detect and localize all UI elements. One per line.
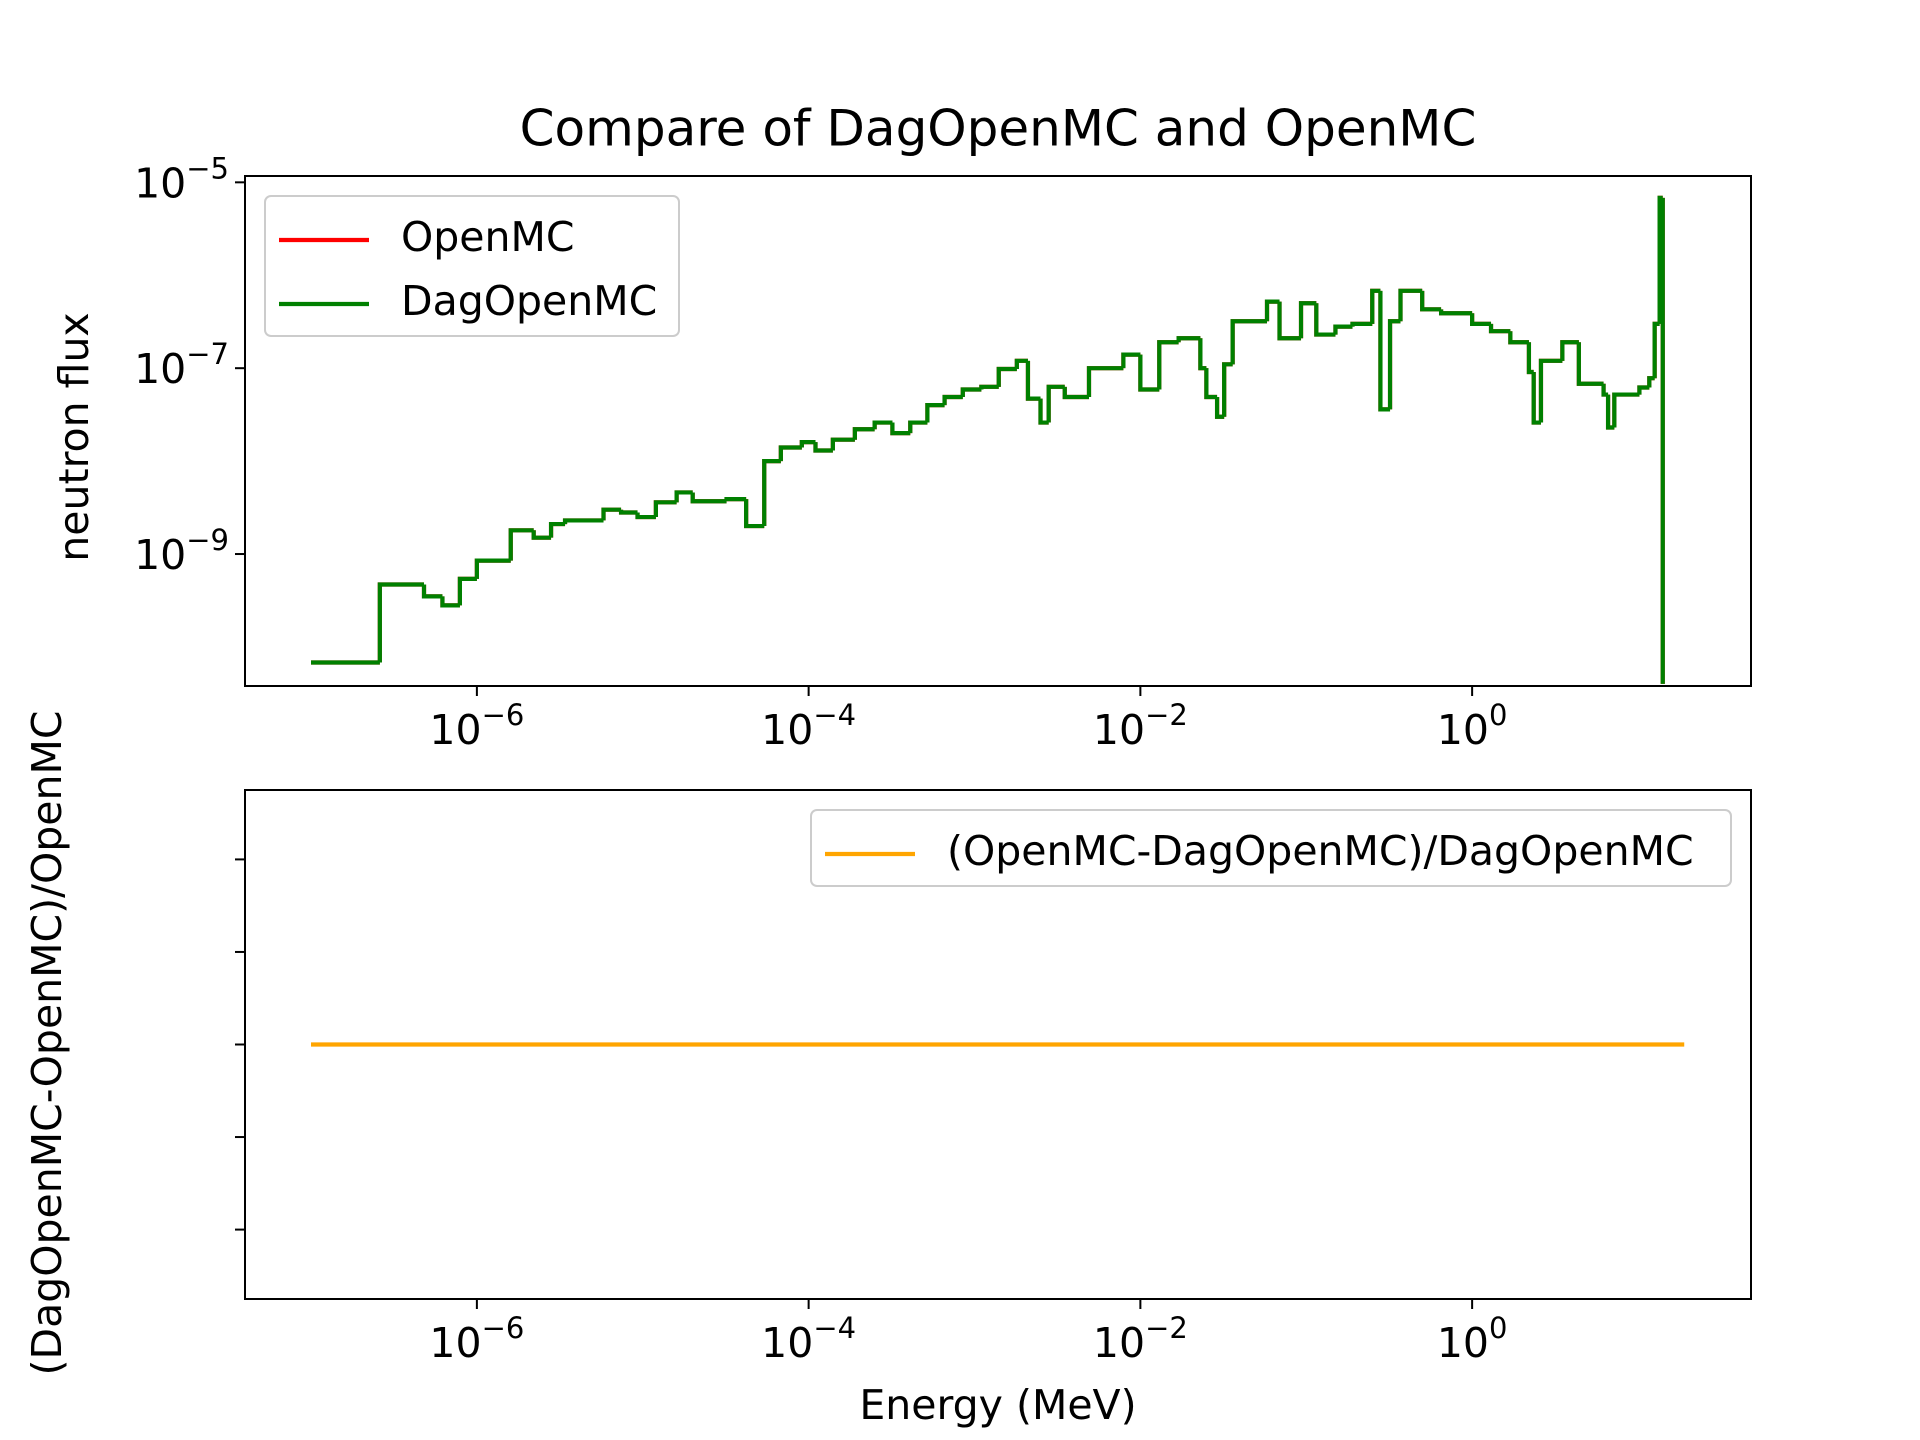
x-tick-label: 10−2 [1093, 1311, 1188, 1367]
x-axis-label: Energy (MeV) [859, 1381, 1136, 1429]
step-segment [1264, 299, 1280, 322]
step-segment [690, 492, 727, 504]
step-segment [1121, 352, 1141, 369]
axes-frame [244, 175, 1752, 687]
step-segment [942, 394, 963, 406]
step-segment [1157, 340, 1179, 390]
step-segment [601, 507, 622, 521]
step-segment [1470, 313, 1492, 326]
step-segment [1612, 392, 1640, 428]
step-segment [1438, 309, 1473, 316]
x-tick-label: 10−2 [1093, 698, 1188, 754]
y-axis-label: (DagOpenMC-OpenMC)/OpenMC [23, 711, 71, 1376]
step-segment [1214, 396, 1225, 419]
step-segment [1333, 324, 1353, 335]
step-segment [1046, 384, 1065, 423]
step-segment [744, 499, 765, 529]
step-segment [1230, 319, 1268, 365]
step-segment [799, 440, 816, 448]
step-segment [1508, 331, 1529, 345]
step-segment [724, 497, 747, 502]
step-segment [635, 512, 656, 520]
step-segment [1370, 288, 1381, 324]
step-segment [1014, 358, 1028, 369]
legend-label: (OpenMC-DagOpenMC)/DagOpenMC [947, 827, 1694, 875]
x-tick-label: 100 [1437, 1311, 1508, 1367]
step-segment [531, 530, 552, 540]
step-segment [618, 509, 638, 515]
step-segment [508, 528, 534, 561]
step-segment [1062, 386, 1089, 400]
step-segment [1601, 383, 1609, 397]
step-segment [440, 596, 460, 608]
step-segment [979, 384, 999, 390]
step-segment [1176, 336, 1201, 343]
legend-box [810, 809, 1732, 887]
step-segment [1652, 321, 1660, 379]
y-tick-label: 10−7 [134, 337, 229, 393]
step-segment [1086, 366, 1124, 397]
step-segment [925, 403, 945, 423]
step-segment [421, 584, 443, 599]
step-segment [1605, 394, 1615, 430]
step-segment [1138, 354, 1160, 392]
step-segment [762, 459, 781, 527]
x-tick-label: 10−6 [429, 1311, 524, 1367]
step-segment [1277, 301, 1302, 341]
plot-area [311, 195, 1665, 684]
step-segment [1531, 371, 1541, 425]
step-segment [908, 420, 928, 434]
step-segment [960, 387, 982, 397]
step-segment [872, 420, 893, 430]
step-segment [1314, 303, 1336, 337]
step-segment [852, 427, 875, 440]
step-segment [830, 437, 855, 451]
y-axis-label: neutron flux [50, 312, 98, 561]
step-segment [813, 442, 833, 453]
y-tick-label: 10−9 [134, 523, 229, 579]
step-segment [1222, 362, 1233, 417]
step-segment [377, 582, 425, 663]
step-segment [1298, 301, 1317, 339]
step-segment [1420, 290, 1442, 312]
step-segment [653, 500, 677, 518]
legend-label: DagOpenMC [401, 277, 657, 325]
step-segment [457, 576, 477, 606]
step-segment [1378, 290, 1391, 412]
x-tick-label: 10−6 [429, 698, 524, 754]
step-segment [474, 558, 511, 579]
step-segment [1560, 340, 1579, 361]
x-tick-label: 10−4 [761, 1311, 856, 1367]
legend-label: OpenMC [401, 213, 575, 261]
step-segment [1526, 342, 1534, 375]
step-segment [996, 366, 1017, 387]
x-tick-label: 10−4 [761, 698, 856, 754]
step-segment [1387, 319, 1401, 410]
step-segment [1038, 398, 1049, 425]
step-segment [1204, 368, 1218, 400]
step-segment [1488, 323, 1511, 334]
step-segment [1025, 360, 1041, 401]
chart-title: Compare of DagOpenMC and OpenMC [520, 100, 1477, 158]
legend-box [264, 195, 680, 337]
step-segment [674, 490, 693, 503]
step-segment [890, 422, 911, 436]
step-segment [1538, 358, 1563, 423]
step-segment [1637, 385, 1650, 395]
step-segment [562, 518, 604, 525]
step-segment [1576, 342, 1604, 386]
y-tick-label: 10−5 [134, 151, 229, 207]
x-tick-label: 100 [1437, 698, 1508, 754]
step-segment [778, 445, 802, 462]
step-segment [1398, 288, 1423, 322]
step-segment [1350, 321, 1373, 327]
step-segment [548, 521, 566, 538]
step-segment [1198, 338, 1207, 371]
